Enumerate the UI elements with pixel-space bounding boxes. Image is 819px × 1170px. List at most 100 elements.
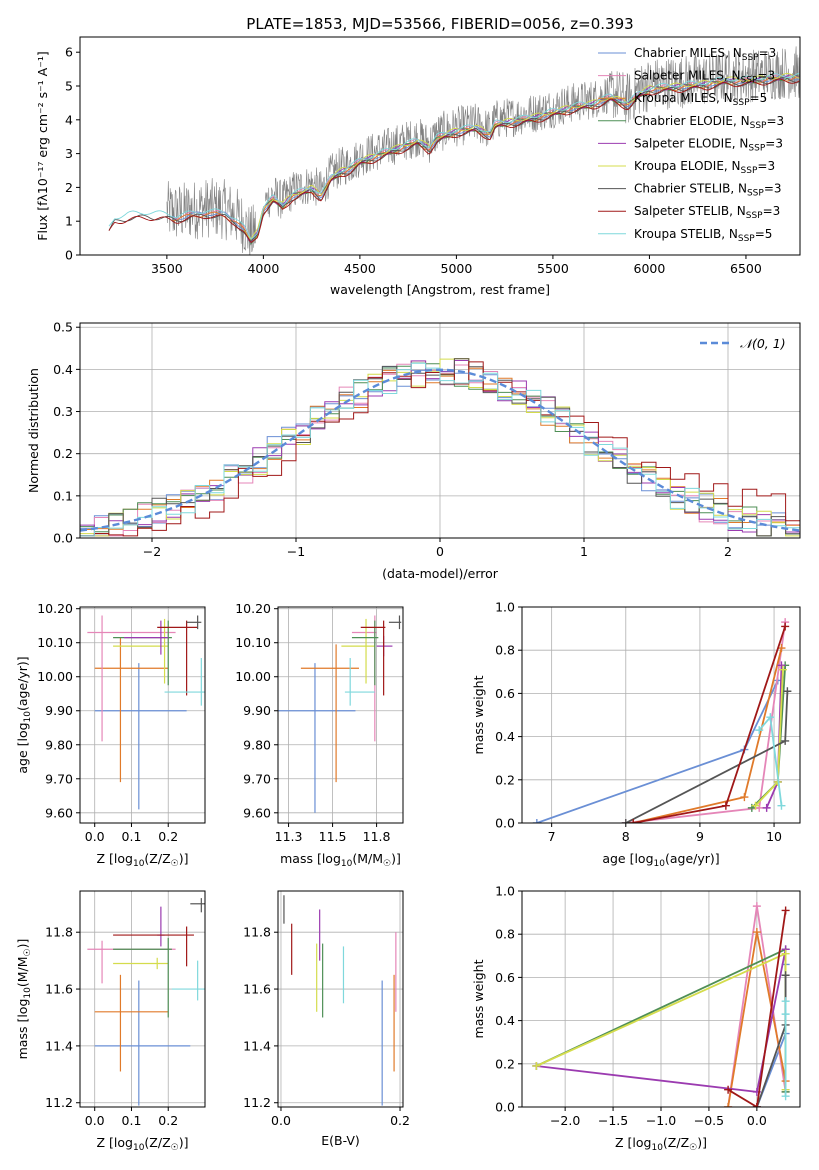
label-part: age [log [15, 722, 30, 773]
label-subscript: SSP [750, 121, 767, 131]
label-subscript: ☉ [171, 1143, 179, 1153]
errorbar-point-3 [113, 957, 169, 970]
errorbar-point-1 [300, 644, 359, 783]
weight-marker [783, 687, 792, 696]
label-part: )] [697, 1135, 707, 1150]
legend-entry: Kroupa ELODIE, NSSP=3 [634, 159, 775, 176]
y-tick-label: 10.20 [37, 601, 73, 616]
weight-marker [724, 1103, 733, 1107]
y-axis-label: mass weight [471, 675, 486, 754]
weight-marker [781, 1092, 790, 1101]
axes-frame [277, 606, 404, 824]
plot-area [87, 898, 205, 1106]
y-tick-label: 0.5 [53, 320, 73, 335]
y-tick-label: 11.4 [45, 1038, 73, 1053]
label-part: Z [log [97, 1135, 133, 1150]
x-tick-label: 2 [724, 544, 732, 559]
x-tick-label: −1 [287, 544, 305, 559]
errorbar-point-7 [171, 960, 205, 1001]
axes-frame [79, 890, 206, 1108]
weight-marker [766, 713, 775, 722]
label-subscript: ☉ [171, 859, 179, 869]
age-z-axes: 0.0 0.1 0.2 9.60 9.70 9.80 9.90 10.00 10.10 10.20… [15, 601, 206, 869]
weight-marker [629, 819, 638, 823]
x-tick-label: 0.2 [158, 829, 178, 844]
y-tick-label: 0.4 [495, 1013, 515, 1028]
label-part: =3 [763, 204, 781, 218]
label-part: mass [log [280, 851, 341, 866]
x-tick-label: −1.5 [598, 1113, 628, 1128]
label-part: Kroupa ELODIE, N [634, 159, 741, 173]
plot-area [87, 615, 205, 810]
y-tick-label: 3 [65, 146, 73, 161]
x-axis-label: wavelength [Angstrom, rest frame] [330, 282, 550, 297]
label-part: Chabrier ELODIE, N [634, 114, 750, 128]
label-subscript: 10 [133, 859, 145, 869]
y-tick-label: 9.70 [243, 771, 271, 786]
y-tick-label: 10.10 [235, 635, 271, 650]
weight-marker [781, 622, 790, 631]
label-subscript: SSP [746, 211, 763, 221]
legend-entry: Chabrier ELODIE, NSSP=3 [634, 114, 784, 131]
weight-marker [781, 736, 790, 745]
label-part: =3 [757, 159, 775, 173]
label-part: )] [391, 851, 401, 866]
y-tick-label: 0.2 [53, 446, 73, 461]
x-tick-label: 10 [766, 829, 782, 844]
figure-title: PLATE=1853, MJD=53566, FIBERID=0056, z=0… [246, 15, 633, 33]
weight-marker [781, 971, 790, 980]
y-tick-label: 1 [65, 214, 73, 229]
label-part: Chabrier STELIB, N [634, 182, 747, 196]
errorbar-point-4 [351, 620, 379, 686]
y-tick-label: 2 [65, 180, 73, 195]
label-part: =3 [757, 69, 775, 83]
x-axis-label: age [log10(age/yr)] [602, 851, 719, 869]
errorbar-point-2 [351, 615, 377, 742]
label-subscript: SSP [748, 143, 765, 153]
label-subscript: 10 [133, 1143, 145, 1153]
errorbar-point-4 [113, 937, 172, 1018]
legend-entry: Kroupa STELIB, NSSP=5 [634, 227, 772, 244]
plot-area [532, 618, 792, 823]
errorbar-point-1 [94, 637, 169, 783]
gaussian-curve [80, 368, 800, 532]
label-part: =3 [764, 182, 782, 196]
y-axis-label: age [log10(age/yr)] [15, 656, 33, 773]
model-line-7 [108, 78, 800, 243]
errorbar-point-0 [94, 663, 187, 810]
plot-area [108, 46, 800, 255]
label-part: Salpeter ELODIE, N [634, 136, 748, 150]
legend-entry: Chabrier STELIB, NSSP=3 [634, 182, 782, 199]
y-tick-label: 0.8 [495, 643, 515, 658]
errorbar-point-3 [113, 618, 169, 684]
label-part: =5 [750, 91, 768, 105]
y-tick-label: 11.6 [45, 982, 73, 997]
x-tick-label: 0.0 [747, 1113, 767, 1128]
x-axis-label: (data-model)/error [382, 566, 499, 581]
weight-marker [781, 906, 790, 915]
y-tick-label: 0.0 [495, 1100, 515, 1115]
model-line-8 [108, 72, 800, 240]
weight-marker [532, 1061, 541, 1070]
weight-marker [752, 928, 761, 937]
y-tick-label: 11.8 [243, 925, 271, 940]
y-tick-label: 11.2 [243, 1095, 271, 1110]
x-tick-label: 4000 [247, 261, 279, 276]
legend-entry: 𝒩(0, 1) [740, 336, 786, 351]
x-tick-label: −0.5 [694, 1113, 724, 1128]
x-tick-label: 0.2 [390, 1113, 410, 1128]
x-tick-label: 0.2 [158, 1113, 178, 1128]
weight-marker [724, 1085, 733, 1094]
y-tick-label: 9.60 [243, 805, 271, 820]
errorbar-point-6 [113, 926, 194, 967]
weight-marker [532, 819, 541, 823]
x-axis-label: mass [log10(M/M☉)] [280, 851, 401, 869]
plot-area [80, 358, 800, 537]
label-part: (Z/Z [663, 1135, 689, 1150]
label-subscript: 10 [651, 1143, 663, 1153]
legend-entry: Chabrier MILES, NSSP=3 [634, 46, 776, 63]
x-tick-label: 11.8 [363, 829, 391, 844]
legend-entry: Salpeter STELIB, NSSP=3 [634, 204, 780, 221]
mass-z-axes: 0.0 0.1 0.211.211.411.611.8Z [log10(Z/Z☉)]… [15, 890, 206, 1153]
